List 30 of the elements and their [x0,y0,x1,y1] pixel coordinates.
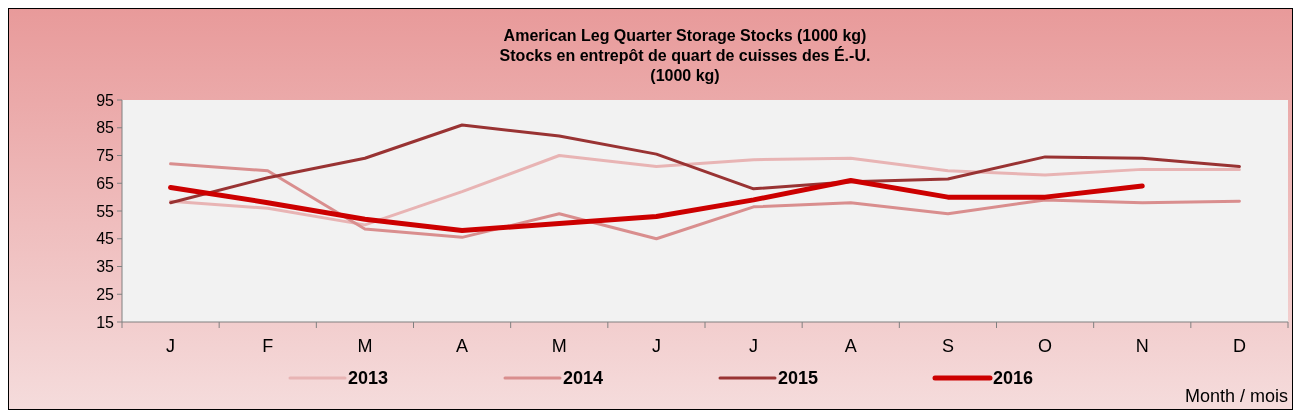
x-tick-label: M [357,336,373,356]
legend-label: 2013 [348,368,389,389]
x-axis-title: Month / mois [1184,386,1288,406]
y-tick-label: 45 [96,230,115,248]
legend-label: 2014 [563,368,604,389]
y-tick-label: 25 [96,285,115,303]
y-tick-label: 55 [96,202,115,220]
x-tick-label: N [1135,336,1149,356]
legend-label: 2015 [778,368,819,389]
y-tick-label: 65 [96,174,115,192]
line-series [169,162,1241,241]
x-tick-label: M [551,336,567,356]
x-tick-label: J [749,336,759,356]
y-tick-label: 95 [96,91,115,109]
line-series [169,154,1241,227]
x-tick-label: J [651,336,661,356]
chart-title: American Leg Quarter Storage Stocks (1000 kg) Stocks en entrepôt de quart de cuisses des É.-U. (1000 kg) [499,27,871,84]
x-tick-label: J [166,336,176,356]
y-tick-label: 85 [96,119,115,137]
line-series [169,123,1241,205]
y-tick-label: 75 [96,147,115,165]
x-tick-label: O [1038,336,1053,356]
y-tick-label: 35 [96,258,115,276]
x-tick-label: D [1232,336,1246,356]
y-tick-label: 15 [96,313,115,331]
x-tick-label: A [844,336,857,356]
x-tick-label: A [456,336,469,356]
x-tick-label: S [941,336,954,356]
x-tick-label: F [262,336,274,356]
legend-label: 2016 [993,368,1034,389]
